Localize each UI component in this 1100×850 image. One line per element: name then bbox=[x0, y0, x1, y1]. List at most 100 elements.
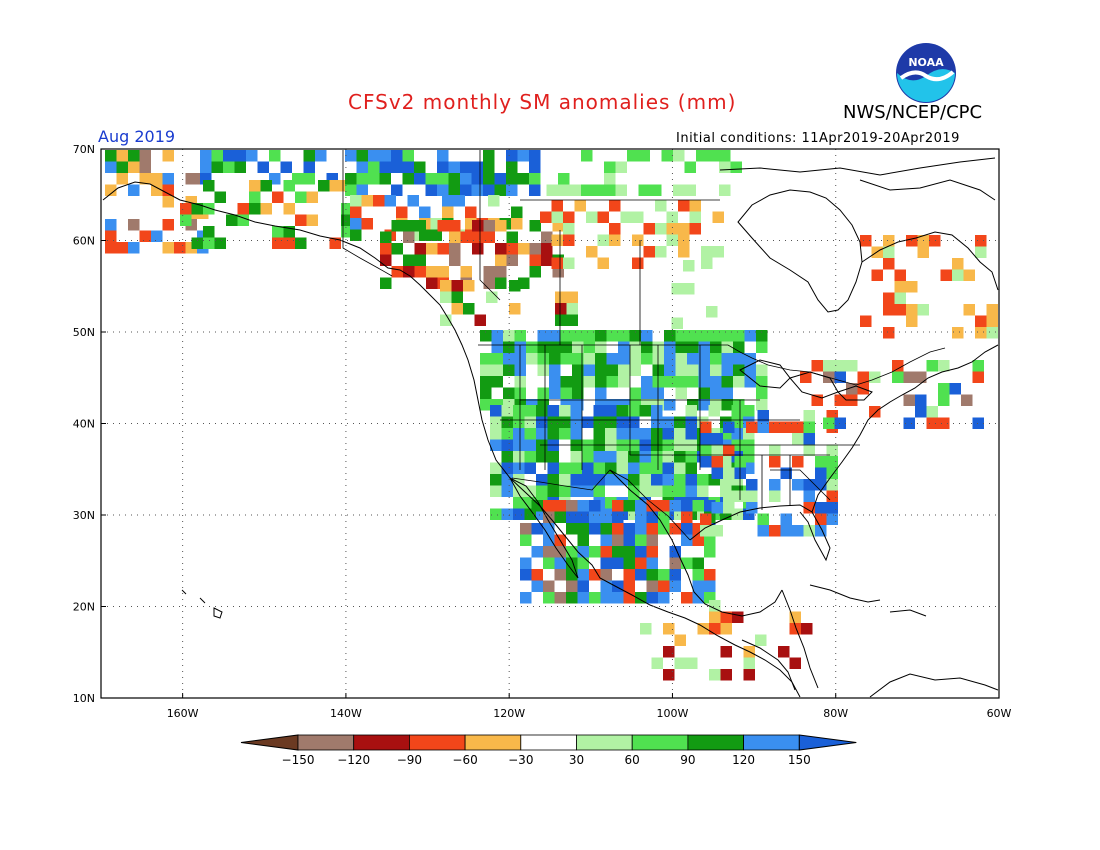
anomaly-cell bbox=[662, 474, 674, 486]
anomaly-cell bbox=[583, 330, 595, 342]
anomaly-cell bbox=[105, 161, 117, 173]
anomaly-cell bbox=[711, 444, 723, 456]
anomaly-cell bbox=[692, 534, 704, 546]
anomaly-cell bbox=[646, 580, 658, 592]
anomaly-cell bbox=[547, 428, 559, 440]
anomaly-cell bbox=[803, 490, 815, 502]
anomaly-cell bbox=[509, 303, 521, 315]
anomaly-cell bbox=[597, 234, 609, 246]
anomaly-cell bbox=[646, 500, 658, 512]
anomaly-cell bbox=[669, 580, 681, 592]
anomaly-cell bbox=[162, 242, 174, 254]
anomaly-cell bbox=[472, 243, 484, 255]
anomaly-cell bbox=[448, 161, 460, 173]
anomaly-cell bbox=[616, 474, 628, 486]
map-title: CFSv2 monthly SM anomalies (mm) bbox=[348, 90, 737, 114]
anomaly-cell bbox=[826, 502, 838, 514]
anomaly-cell bbox=[826, 456, 838, 468]
anomaly-cell bbox=[655, 246, 667, 258]
anomaly-cell bbox=[511, 218, 523, 230]
anomaly-cell bbox=[536, 485, 548, 497]
anomaly-cell bbox=[552, 220, 564, 232]
anomaly-cell bbox=[257, 161, 269, 173]
anomaly-cell bbox=[600, 557, 612, 569]
anomaly-cell bbox=[757, 421, 769, 433]
anomaly-cell bbox=[552, 266, 564, 278]
anomaly-cell bbox=[558, 184, 570, 196]
anomaly-cell bbox=[606, 330, 618, 342]
anomaly-cell bbox=[211, 150, 223, 162]
anomaly-cell bbox=[687, 364, 699, 376]
anomaly-cell bbox=[501, 474, 513, 486]
anomaly-cell bbox=[495, 243, 507, 255]
anomaly-cell bbox=[803, 444, 815, 456]
anomaly-cell bbox=[681, 557, 693, 569]
anomaly-cell bbox=[419, 229, 431, 241]
anomaly-cell bbox=[414, 220, 426, 232]
anomaly-cell bbox=[480, 364, 492, 376]
anomaly-cell bbox=[846, 383, 858, 395]
anomaly-cell bbox=[151, 230, 163, 242]
anomaly-cell bbox=[560, 330, 572, 342]
anomaly-cell bbox=[641, 341, 653, 353]
anomaly-cells bbox=[105, 150, 998, 681]
lon-tick-label: 100W bbox=[657, 707, 689, 720]
anomaly-cell bbox=[563, 223, 575, 235]
anomaly-cell bbox=[554, 592, 566, 604]
anomaly-cell bbox=[272, 237, 284, 249]
anomaly-cell bbox=[769, 421, 781, 433]
anomaly-cell bbox=[894, 269, 906, 281]
anomaly-cell bbox=[860, 315, 872, 327]
anomaly-cell bbox=[403, 220, 415, 232]
anomaly-cell bbox=[743, 508, 755, 520]
anomaly-cell bbox=[407, 195, 419, 207]
anomaly-cell bbox=[792, 421, 804, 433]
anomaly-cell bbox=[414, 173, 426, 185]
anomaly-cell bbox=[803, 421, 815, 433]
anomaly-cell bbox=[139, 150, 151, 162]
anomaly-cell bbox=[743, 428, 755, 440]
anomaly-cell bbox=[518, 243, 530, 255]
anomaly-cell bbox=[623, 500, 635, 512]
anomaly-cell bbox=[669, 569, 681, 581]
anomaly-cell bbox=[664, 364, 676, 376]
anomaly-cell bbox=[906, 281, 918, 293]
anomaly-cell bbox=[938, 394, 950, 406]
anomaly-cell bbox=[572, 341, 584, 353]
anomaly-cell bbox=[756, 387, 768, 399]
anomaly-cell bbox=[368, 150, 380, 162]
anomaly-cell bbox=[673, 184, 685, 196]
anomaly-cell bbox=[537, 399, 549, 411]
anomaly-cell bbox=[709, 669, 721, 681]
anomaly-cell bbox=[938, 383, 950, 395]
anomaly-cell bbox=[583, 376, 595, 388]
anomaly-cell bbox=[531, 546, 543, 558]
anomaly-cell bbox=[719, 161, 731, 173]
anomaly-cell bbox=[513, 439, 525, 451]
anomaly-cell bbox=[635, 500, 647, 512]
anomaly-cell bbox=[883, 235, 895, 247]
anomaly-cell bbox=[520, 569, 532, 581]
anomaly-cell bbox=[543, 546, 555, 558]
lat-tick-label: 60N bbox=[73, 235, 95, 248]
anomaly-cell bbox=[483, 220, 495, 232]
anomaly-cell bbox=[708, 405, 720, 417]
anomaly-cell bbox=[295, 237, 307, 249]
anomaly-cell bbox=[203, 180, 215, 192]
anomaly-cell bbox=[582, 416, 594, 428]
anomaly-cell bbox=[605, 405, 617, 417]
anomaly-cell bbox=[566, 291, 578, 303]
anomaly-cell bbox=[513, 508, 525, 520]
anomaly-cell bbox=[503, 364, 515, 376]
political-borders bbox=[342, 150, 946, 541]
anomaly-cell bbox=[769, 479, 781, 491]
anomaly-cell bbox=[572, 376, 584, 388]
anomaly-cell bbox=[700, 456, 712, 468]
anomaly-cell bbox=[769, 456, 781, 468]
anomaly-cell bbox=[391, 184, 403, 196]
anomaly-cell bbox=[520, 523, 532, 535]
anomaly-cell bbox=[586, 246, 598, 258]
anomaly-cell bbox=[635, 523, 647, 535]
anomaly-cell bbox=[361, 195, 373, 207]
anomaly-cell bbox=[696, 150, 708, 162]
